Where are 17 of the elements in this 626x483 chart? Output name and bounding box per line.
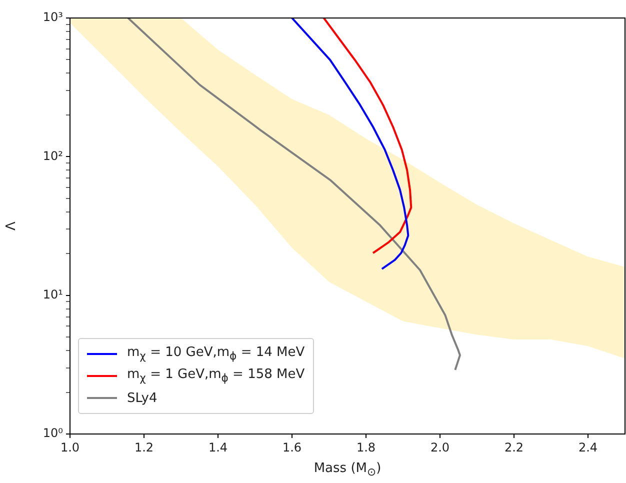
y-tick-label: 10¹ — [42, 287, 64, 302]
x-tick-label: 1.8 — [356, 440, 376, 454]
y-axis-title: Λ — [4, 221, 20, 230]
x-tick-label: 2.0 — [430, 440, 450, 454]
x-tick-label: 2.4 — [578, 440, 598, 454]
legend-label: m$_{χ}$ = 10 GeV,m$_{ϕ}$ = 14 MeV — [127, 345, 305, 363]
x-tick-label: 1.2 — [134, 440, 154, 454]
x-tick-label: 1.6 — [282, 440, 302, 454]
legend-label: SLy4 — [127, 390, 158, 406]
x-tick-label: 1.0 — [60, 440, 80, 454]
x-axis-title: Mass (M$_{⊙}$) — [312, 461, 382, 479]
y-tick-label: 10³ — [42, 10, 64, 24]
y-tick-label: 10² — [42, 148, 64, 163]
x-tick-label: 2.2 — [504, 440, 524, 454]
y-tick-label: 10⁰ — [42, 426, 64, 440]
legend-label: m$_{χ}$ = 1 GeV,m$_{ϕ}$ = 158 MeV — [127, 367, 305, 385]
x-tick-label: 1.4 — [208, 440, 228, 454]
